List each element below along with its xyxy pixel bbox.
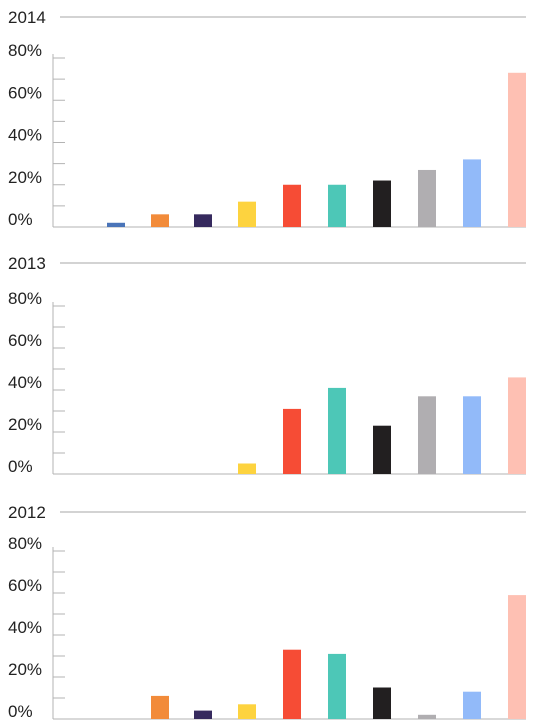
bar (283, 408, 301, 474)
panel-title: 2012 (8, 503, 46, 522)
y-tick-label: 0% (8, 457, 33, 476)
bar (508, 595, 526, 719)
bar (418, 396, 436, 474)
y-tick-label: 20% (8, 415, 42, 434)
y-tick-label: 0% (8, 210, 33, 229)
y-tick-label: 40% (8, 618, 42, 637)
bar (463, 159, 481, 227)
y-tick-label: 80% (8, 41, 42, 60)
bar (463, 396, 481, 474)
panel-title: 2014 (8, 8, 46, 27)
bar (238, 201, 256, 227)
y-tick-label: 40% (8, 373, 42, 392)
y-tick-label: 60% (8, 576, 42, 595)
bar (151, 214, 169, 227)
bar (194, 710, 212, 719)
bar (328, 184, 346, 227)
y-tick-label: 60% (8, 331, 42, 350)
bar (328, 653, 346, 719)
y-tick-label: 80% (8, 289, 42, 308)
bar (418, 169, 436, 227)
y-tick-label: 40% (8, 126, 42, 145)
bar (508, 72, 526, 227)
bar (508, 377, 526, 474)
bar (107, 222, 125, 227)
bar (194, 214, 212, 227)
chart-panel-2012: 2012 80% 60% 40% 20% 0% (8, 503, 526, 721)
bar (238, 463, 256, 474)
bar (283, 184, 301, 227)
chart-panel-2013: 2013 80% 60% 40% 20% 0% (8, 254, 526, 476)
bar (328, 387, 346, 474)
bar (238, 704, 256, 719)
y-tick-label: 20% (8, 168, 42, 187)
bar (373, 687, 391, 719)
bar (373, 425, 391, 474)
bar (418, 714, 436, 719)
y-tick-label: 80% (8, 534, 42, 553)
y-tick-label: 0% (8, 702, 33, 721)
bar (151, 695, 169, 719)
y-tick-label: 60% (8, 83, 42, 102)
chart-panel-2014: 2014 80% 60% 40% 20% 0% (8, 8, 526, 229)
panel-title: 2013 (8, 254, 46, 273)
y-tick-label: 20% (8, 660, 42, 679)
bar (373, 180, 391, 227)
bar (463, 691, 481, 719)
bar (283, 649, 301, 719)
